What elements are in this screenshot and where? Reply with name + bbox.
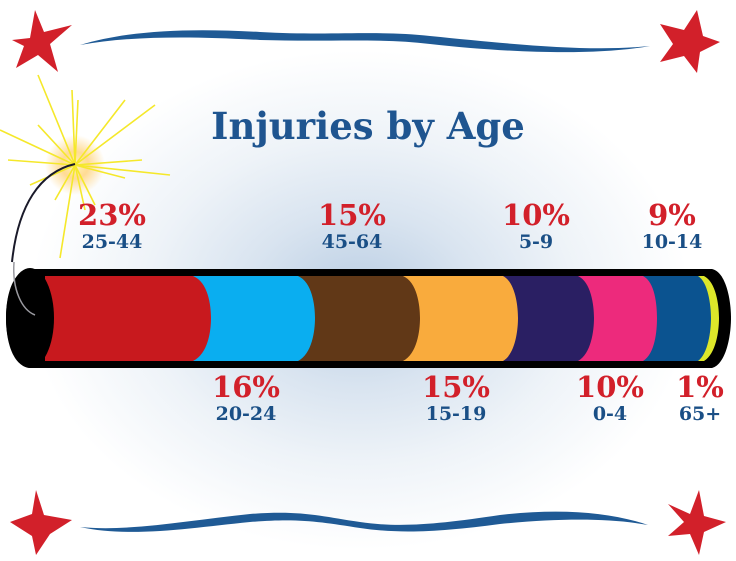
label-65-plus: 1% 65+: [630, 370, 736, 426]
segment-10-14: [643, 276, 712, 361]
age-range: 15-19: [425, 403, 487, 425]
percent-value: 15%: [422, 370, 490, 404]
segment-45-64: [298, 276, 422, 361]
segment-15-19: [403, 276, 520, 361]
star-icon: [12, 10, 72, 72]
label-45-64: 15% 45-64: [282, 198, 422, 254]
percent-value: 16%: [212, 370, 280, 404]
segment-5-9: [503, 276, 596, 361]
percent-value: 23%: [78, 198, 146, 232]
percent-value: 10%: [502, 198, 570, 232]
chart-title: Injuries by Age: [211, 104, 525, 148]
star-icon: [10, 490, 72, 555]
age-range: 45-64: [321, 231, 383, 253]
age-range: 0-4: [592, 403, 628, 425]
age-range: 10-14: [641, 231, 703, 253]
sparkler-icon: [0, 74, 171, 263]
segment-20-24: [193, 276, 317, 361]
label-10-14: 9% 10-14: [602, 198, 736, 254]
segment-65-plus: [698, 276, 719, 361]
fuse-end: [13, 261, 36, 316]
star-icon: [668, 490, 726, 555]
percent-value: 10%: [576, 370, 644, 404]
percent-value: 9%: [648, 198, 696, 232]
label-15-19: 15% 15-19: [386, 370, 526, 426]
label-25-44: 23% 25-44: [42, 198, 182, 254]
percent-value: 15%: [318, 198, 386, 232]
age-range: 20-24: [215, 403, 277, 425]
age-range: 5-9: [518, 231, 554, 253]
label-5-9: 10% 5-9: [466, 198, 606, 254]
bottom-swoosh: [80, 511, 648, 532]
age-range: 65+: [678, 403, 722, 425]
bar-end-cap: [6, 268, 54, 368]
top-swoosh: [80, 30, 650, 53]
segment-25-44: [45, 276, 213, 361]
star-icon: [660, 10, 720, 73]
segment-0-4: [578, 276, 659, 361]
label-20-24: 16% 20-24: [176, 370, 316, 426]
percent-value: 1%: [676, 370, 724, 404]
label-0-4: 10% 0-4: [540, 370, 680, 426]
age-range: 25-44: [81, 231, 143, 253]
